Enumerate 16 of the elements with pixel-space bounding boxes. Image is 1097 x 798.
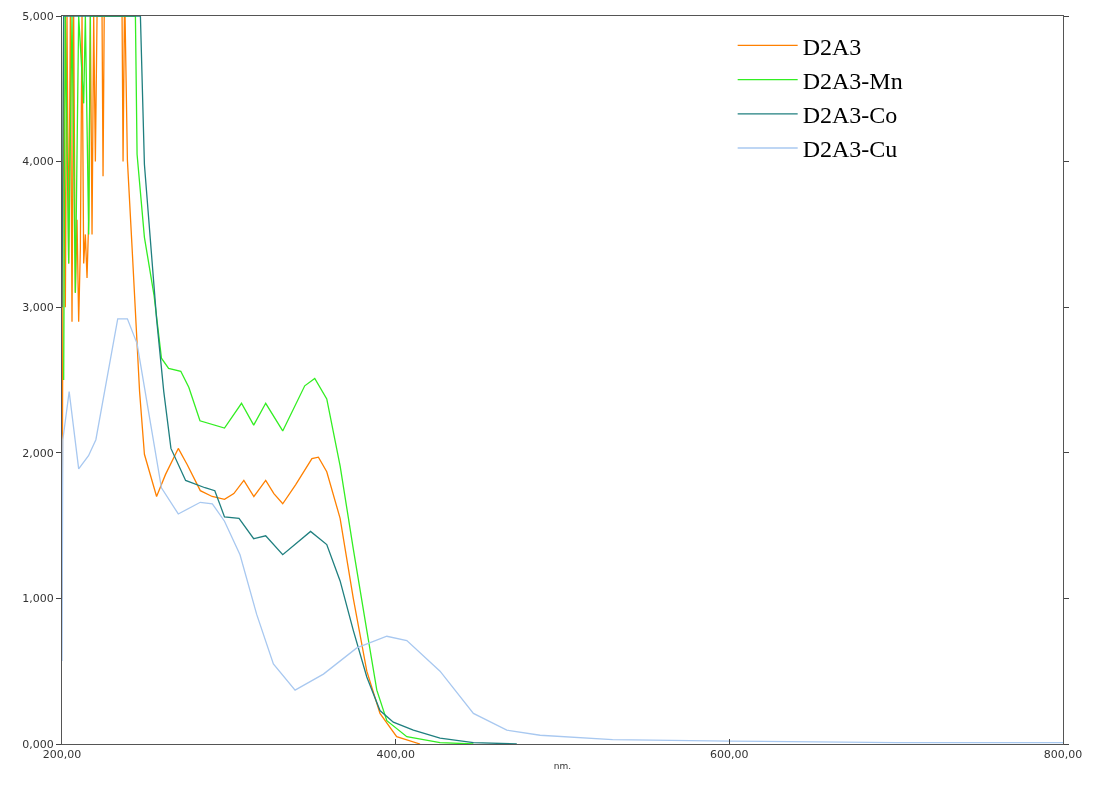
y-tick-label: 5,000 (22, 9, 54, 23)
legend-label: D2A3-Co (802, 102, 898, 129)
x-tick-label: 600,00 (710, 748, 749, 762)
legend-label: D2A3-Cu (802, 136, 898, 163)
y-tick-label: 4,000 (22, 155, 54, 169)
y-tick-label: 0,000 (22, 737, 54, 751)
y-tick-label: 3,000 (22, 301, 54, 315)
legend-label: D2A3 (802, 33, 862, 60)
x-tick-label: 200,00 (42, 748, 82, 762)
y-tick-label: 2,000 (22, 446, 54, 460)
x-tick-label: 400,00 (376, 748, 415, 762)
legend-label: D2A3-Mn (802, 67, 903, 94)
y-tick-label: 1,000 (22, 592, 54, 606)
x-axis-title: nm. (553, 761, 572, 771)
line-series (62, 318, 1063, 744)
x-tick-label: 800,00 (1043, 748, 1083, 762)
